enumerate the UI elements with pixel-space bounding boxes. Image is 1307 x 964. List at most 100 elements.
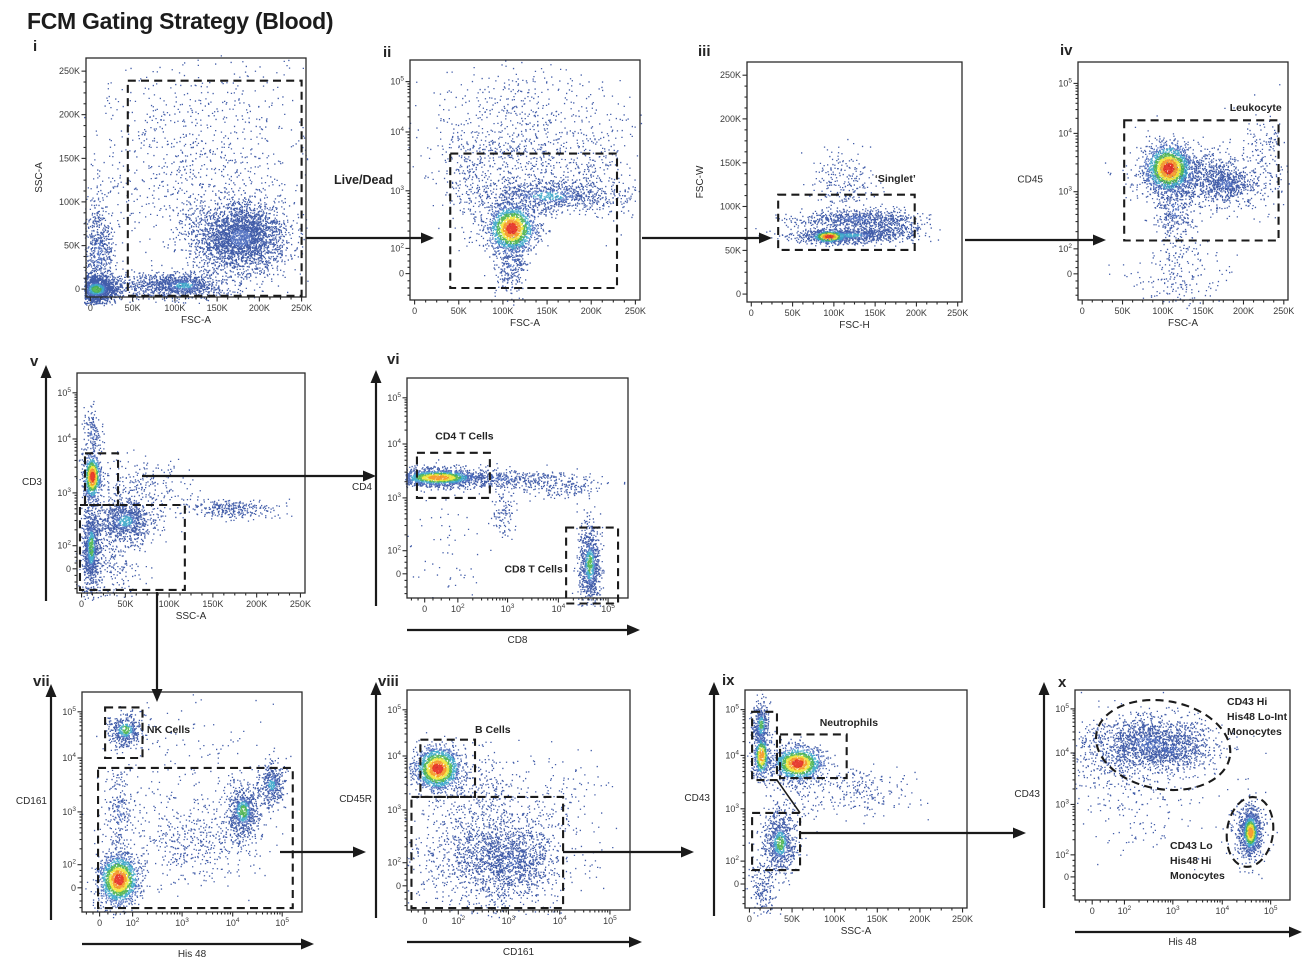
tick-label: 250K: [290, 599, 311, 609]
scatter-points: [75, 400, 293, 601]
density-layer-lightblue: [83, 428, 137, 568]
panel-ix: 0 50K 100K 150K 200K 250K SSC-A 0 102 103 104 105 CD…: [684, 682, 973, 937]
tick-label: 250K: [625, 306, 646, 316]
tick-label: 0: [88, 303, 93, 313]
tick-label: 104: [57, 433, 71, 444]
tick-label: 104: [1215, 905, 1229, 916]
tick-label: 200K: [906, 308, 927, 318]
gate-label-leukocyte-gate: Leukocyte: [1230, 102, 1282, 114]
density-layer-lightblue: [753, 714, 825, 859]
gate-label-nk-cells-gate: NK Cells: [147, 724, 190, 736]
tick-label: 50K: [1115, 306, 1131, 316]
gate-label-neutrophils-gate: Neutrophils: [820, 717, 878, 729]
density-layer-blue: [75, 400, 293, 601]
tick-label: 50K: [117, 599, 133, 609]
x-axis-arrow-head: [627, 624, 640, 636]
tick-label: 200K: [909, 914, 930, 924]
x-axis-label: CD161: [503, 947, 535, 958]
tick-label: 105: [601, 603, 615, 614]
plot-box: [746, 61, 963, 303]
tick-label: 0: [66, 564, 71, 574]
tick-label: 150K: [867, 914, 888, 924]
tick-label: 105: [725, 704, 739, 715]
tick-label: 102: [1055, 849, 1069, 860]
density-layer-orange: [822, 233, 836, 240]
x-axis-label: SSC-A: [841, 926, 872, 937]
density-layer-red: [114, 874, 124, 886]
tick-label: 50K: [725, 245, 741, 255]
y-axis-label: CD4: [352, 482, 372, 493]
density-layer-orange: [88, 468, 97, 486]
tick-label: 102: [1118, 905, 1132, 916]
tick-label: 100K: [824, 914, 845, 924]
density-layer-blue: [408, 60, 643, 306]
panel-iv: 0 50K 100K 150K 200K 250K FSC-A 0 102 103 104 105 CD…: [1017, 61, 1294, 329]
density-layer-teal: [88, 282, 193, 295]
density-layer-teal: [491, 192, 565, 250]
tick-label: 100K: [492, 306, 513, 316]
x-axis: 0 50K 100K 150K 200K 250K FSC-A: [88, 297, 312, 326]
density-layer-blue: [405, 732, 618, 919]
plot-box: [76, 372, 306, 594]
density-layer-yellow: [757, 747, 811, 773]
plot-box: [1074, 689, 1291, 901]
tick-label: 150K: [59, 153, 80, 163]
y-axis-label: CD45R: [339, 794, 372, 805]
x-axis-label: His 48: [178, 949, 207, 960]
x-axis: 0 50K 100K 150K 200K 250K FSC-A: [412, 300, 646, 329]
panel-tag-vii: vii: [33, 673, 50, 690]
density-layer-orange: [1248, 827, 1254, 838]
density-layer-red: [1163, 163, 1175, 175]
tick-label: 200K: [720, 114, 741, 124]
figure-title: FCM Gating Strategy (Blood): [27, 8, 334, 34]
tick-label: 150K: [1193, 306, 1214, 316]
tick-label: 0: [79, 599, 84, 609]
tick-label: 150K: [207, 303, 228, 313]
arrow-vii-to-viii-head: [353, 846, 366, 858]
tick-label: 50K: [451, 306, 467, 316]
panel-tag-x: x: [1058, 674, 1067, 691]
tick-label: 0: [749, 308, 754, 318]
tick-label: 200K: [59, 110, 80, 120]
tick-label: 103: [175, 917, 189, 928]
tick-label: 0: [736, 289, 741, 299]
tick-label: 0: [734, 879, 739, 889]
tick-label: 0: [747, 914, 752, 924]
gate-label-cd43lo-monocytes-gate: His48 Hi: [1170, 855, 1212, 867]
y-axis: 0 50K 100K 150K 200K 250K SSC-A: [34, 66, 86, 294]
density-layer-blue: [744, 689, 929, 917]
density-layer-teal: [755, 716, 819, 855]
gate-b-cells-gate: [419, 738, 477, 798]
scatter-points: [84, 55, 309, 307]
density-layer-teal: [411, 471, 595, 580]
gate-label-cd43hi-monocytes-gate: CD43 Hi: [1227, 696, 1267, 708]
tick-label: 250K: [291, 303, 312, 313]
x-axis: 0 102 103 104 105 His 48: [1075, 900, 1302, 948]
density-layer-yellow: [1246, 823, 1255, 842]
gate-cd8-t-cells-gate: [565, 526, 620, 605]
panel-ii: 0 50K 100K 150K 200K 250K FSC-A 0 102 103 104 105: [390, 59, 646, 329]
tick-label: 105: [390, 76, 404, 87]
tick-label: 250K: [720, 70, 741, 80]
gate-cd43hi-monocytes-gate: [1094, 698, 1232, 792]
density-layer-orange: [111, 870, 127, 889]
y-axis: 0 102 103 104 105 CD45R: [339, 682, 407, 918]
tick-label: 250K: [59, 66, 80, 76]
gate-leukocyte-gate: [1123, 119, 1280, 242]
tick-label: 102: [62, 859, 76, 870]
density-layer-yellow: [421, 473, 456, 482]
tick-label: 250K: [952, 914, 973, 924]
tick-label: 102: [451, 603, 465, 614]
tick-label: 0: [399, 269, 404, 279]
x-axis: 0 102 103 104 105 CD8: [407, 598, 640, 646]
density-layer-orange: [1159, 159, 1179, 178]
gate-singlet-gate: [777, 193, 916, 251]
tick-label: 103: [387, 804, 401, 815]
tick-label: 250K: [1273, 306, 1294, 316]
gate-label-cd43hi-monocytes-gate: Monocytes: [1227, 726, 1282, 738]
panel-tag-viii: viii: [378, 673, 399, 690]
x-axis-arrow-head: [301, 938, 314, 950]
tick-label: 104: [725, 749, 739, 760]
y-axis-label: CD43: [1014, 789, 1040, 800]
